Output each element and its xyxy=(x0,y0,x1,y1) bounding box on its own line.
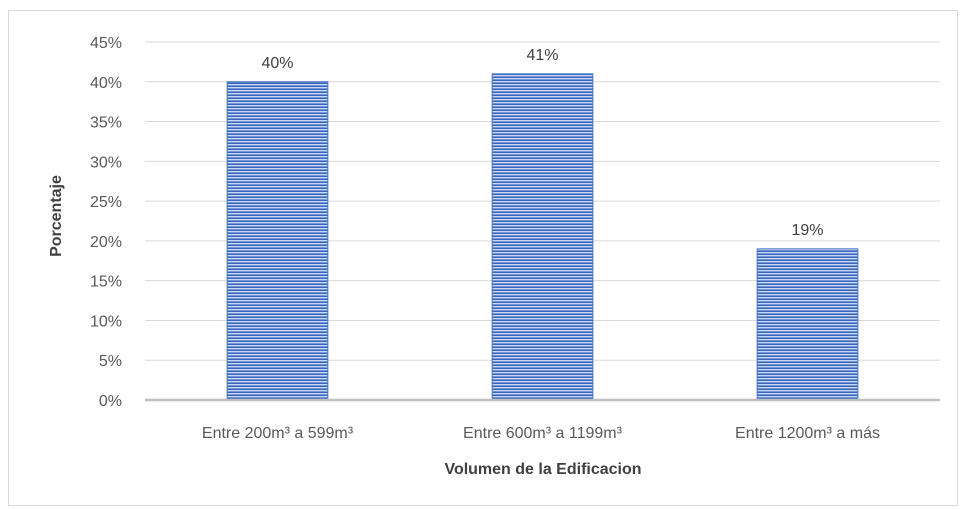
y-tick-label: 40% xyxy=(90,75,122,92)
x-axis-title: Volumen de la Edificacion xyxy=(444,461,641,478)
bar xyxy=(226,81,329,401)
y-tick-label: 20% xyxy=(90,234,122,251)
bar xyxy=(756,248,859,401)
y-tick-label: 30% xyxy=(90,154,122,171)
data-labels: 40% 41% 19% xyxy=(261,47,823,239)
x-tick-label: Entre 200m³ a 599m³ xyxy=(202,425,354,442)
y-tick-label: 45% xyxy=(90,35,122,52)
y-tick-label: 10% xyxy=(90,313,122,330)
x-axis-ticks: Entre 200m³ a 599m³ Entre 600m³ a 1199m³ E… xyxy=(202,425,880,442)
y-tick-label: 35% xyxy=(90,115,122,132)
data-label: 19% xyxy=(791,222,823,239)
y-tick-label: 15% xyxy=(90,274,122,291)
y-axis-ticks: 0% 5% 10% 15% 20% 25% 30% 35% 40% 45% xyxy=(90,35,122,410)
data-label: 41% xyxy=(526,47,558,64)
y-tick-label: 25% xyxy=(90,194,122,211)
y-tick-label: 5% xyxy=(99,353,122,370)
bar xyxy=(491,73,594,401)
y-axis-title: Porcentaje xyxy=(48,175,65,257)
y-tick-label: 0% xyxy=(99,393,122,410)
x-tick-label: Entre 600m³ a 1199m³ xyxy=(463,425,623,442)
x-tick-label: Entre 1200m³ a más xyxy=(735,425,880,442)
bars xyxy=(226,73,859,401)
data-label: 40% xyxy=(261,55,293,72)
